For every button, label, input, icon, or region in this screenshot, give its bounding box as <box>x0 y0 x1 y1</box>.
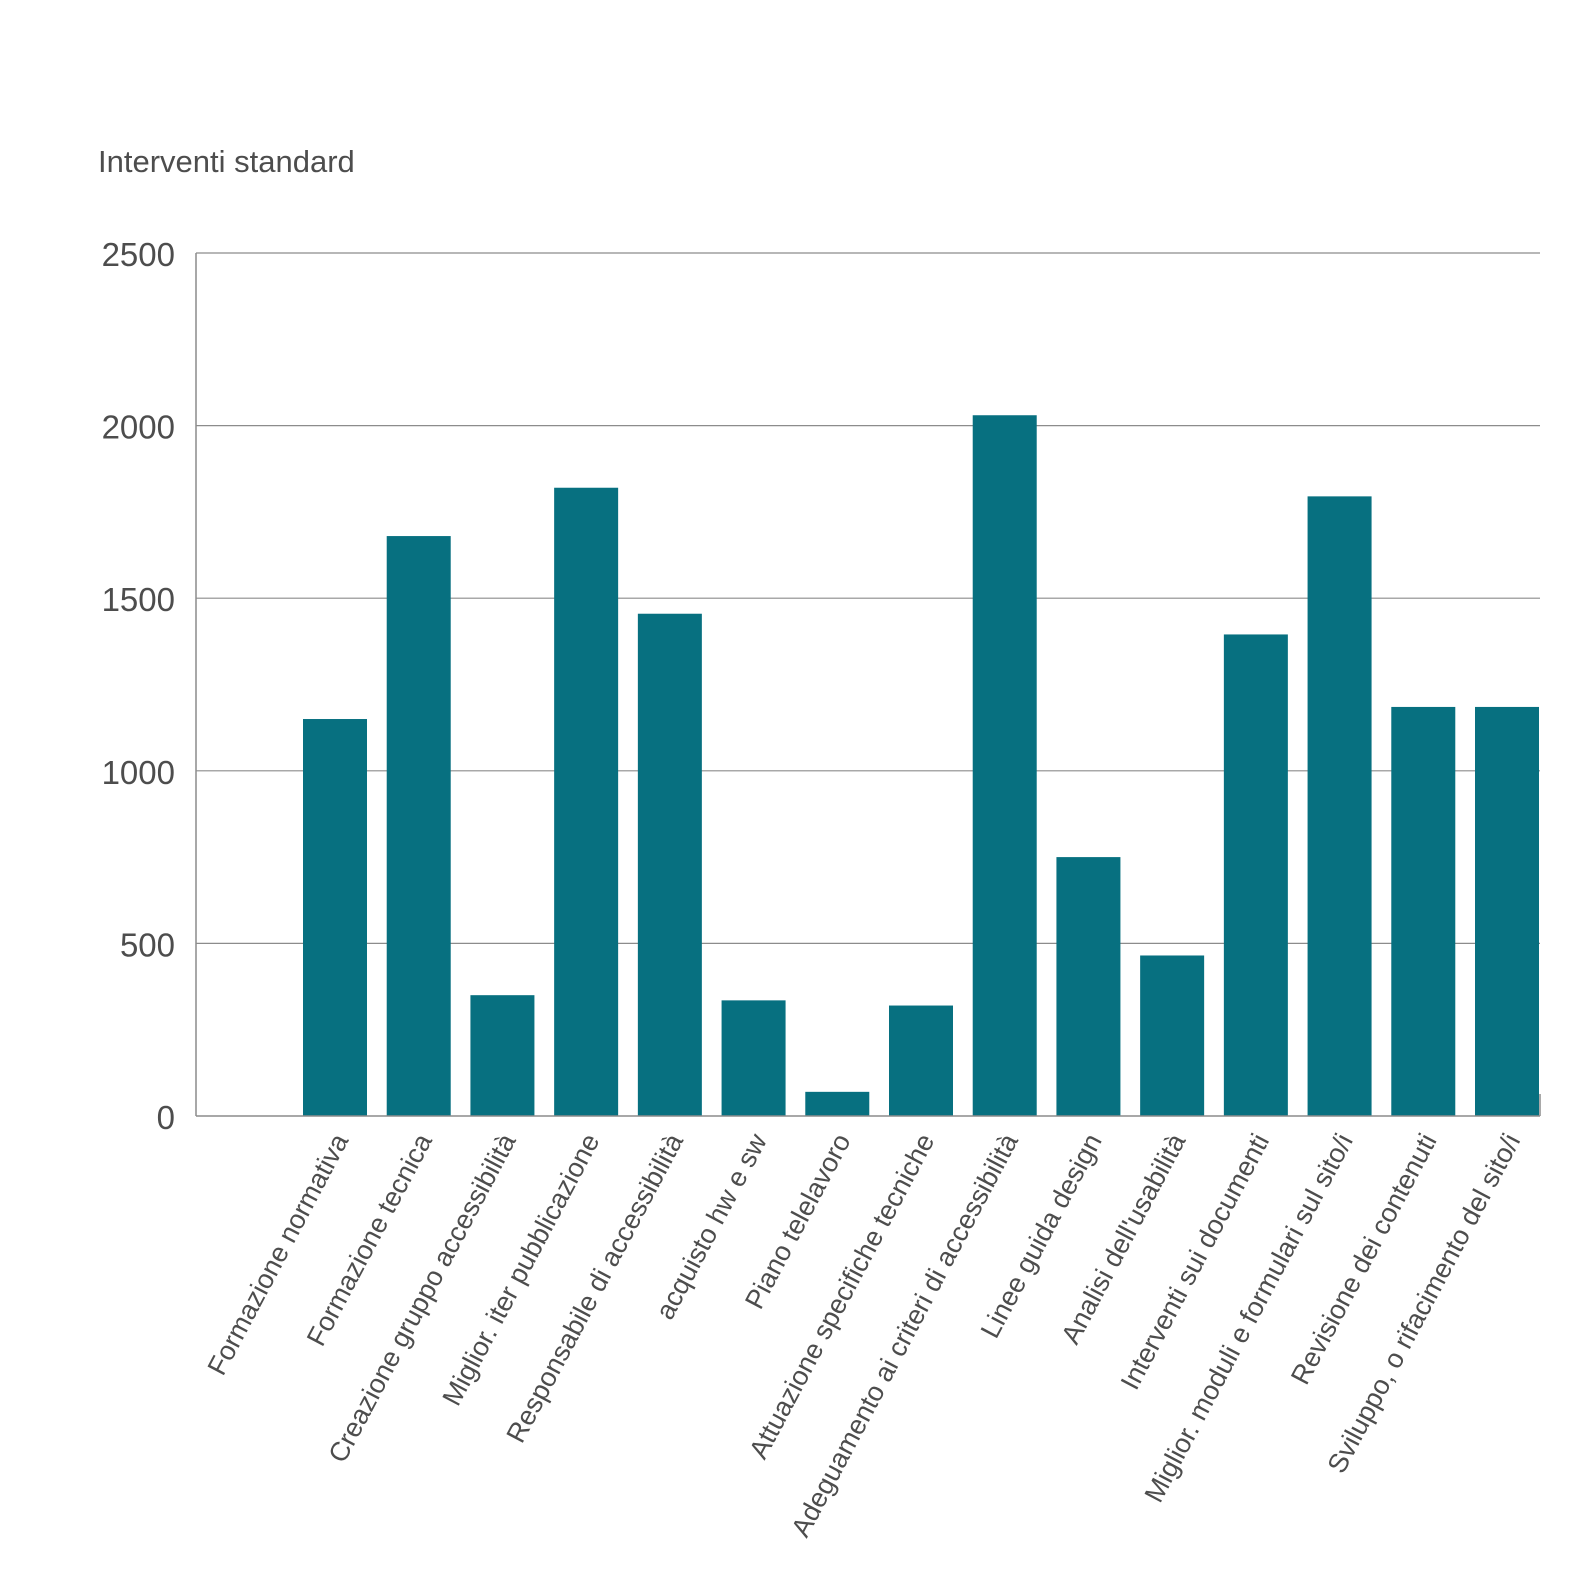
y-tick-label: 2000 <box>102 409 175 446</box>
bar <box>972 415 1037 1116</box>
x-category-label: Revisione dei contenuti <box>1285 1129 1443 1390</box>
y-axis-tick-labels: 0 500 1000 1500 2000 2500 <box>102 236 175 1136</box>
bar <box>1475 706 1539 1116</box>
axes <box>195 253 1541 1117</box>
bar <box>303 719 367 1116</box>
bar <box>1391 706 1456 1116</box>
bar <box>889 1005 953 1116</box>
bar <box>386 536 451 1116</box>
x-category-label: Interventi sui documenti <box>1115 1129 1275 1395</box>
bar <box>470 995 535 1116</box>
bar <box>1140 955 1205 1116</box>
bar <box>721 1000 786 1116</box>
bar <box>1056 857 1121 1116</box>
bars <box>303 415 1539 1117</box>
y-tick-label: 0 <box>157 1099 175 1136</box>
bar <box>637 613 702 1116</box>
bar <box>1223 634 1288 1116</box>
chart-title: Interventi standard <box>98 144 355 179</box>
x-category-label: Miglior. iter pubblicazione <box>437 1129 606 1411</box>
bar <box>1307 496 1372 1117</box>
y-tick-label: 1000 <box>102 754 175 791</box>
y-tick-label: 500 <box>120 926 175 963</box>
y-tick-label: 1500 <box>102 581 175 618</box>
bar <box>554 487 619 1117</box>
y-tick-label: 2500 <box>102 236 175 273</box>
bar <box>805 1091 870 1116</box>
